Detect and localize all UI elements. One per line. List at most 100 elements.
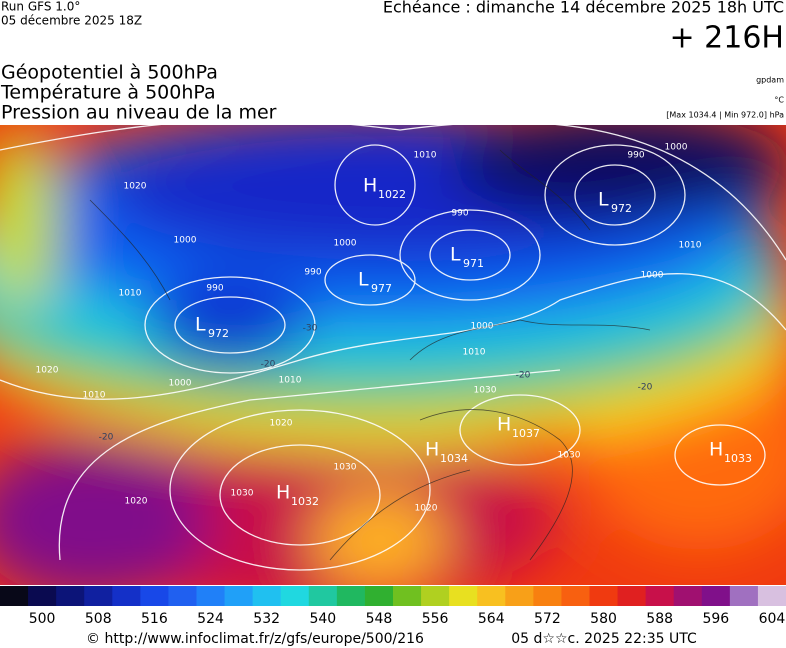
center-value: 1033 xyxy=(724,452,752,465)
temperature-field xyxy=(0,125,786,585)
colorbar-swatch xyxy=(252,586,282,606)
legend-line: Pression au niveau de la mer xyxy=(1,102,277,124)
isobar-label: 1020 xyxy=(124,182,147,192)
isobar-label: 990 xyxy=(451,209,468,219)
colorbar-swatch xyxy=(589,586,619,606)
colorbar-swatch xyxy=(673,586,703,606)
colorbar-swatch xyxy=(729,586,759,606)
colorbar-swatch xyxy=(56,586,85,606)
legend-line: Géopotentiel à 500hPa xyxy=(1,62,218,84)
center-value: 1034 xyxy=(440,452,468,465)
isobar-label: 1010 xyxy=(414,151,437,161)
isobar-label: 1030 xyxy=(334,463,357,473)
colorbar-swatch xyxy=(140,586,169,606)
colorbar-swatch xyxy=(168,586,197,606)
run-label: Run GFS 1.0° xyxy=(1,0,80,14)
isobar-label: 1020 xyxy=(415,504,438,514)
isobar-label: 1020 xyxy=(125,497,148,507)
colorbar-swatch xyxy=(617,586,647,606)
lead-time: + 216H xyxy=(670,21,785,56)
isobar-label: 1020 xyxy=(270,419,293,429)
colorbar-label: 556 xyxy=(422,611,449,627)
center-kind: L xyxy=(450,244,461,266)
colorbar-swatch xyxy=(364,586,394,606)
colorbar-label: 532 xyxy=(253,611,280,627)
center-kind: L xyxy=(195,314,206,336)
colorbar-label: 588 xyxy=(646,611,673,627)
isobar-label: 990 xyxy=(206,284,223,294)
temperature-label: -30 xyxy=(303,324,318,334)
isobar-label: 1000 xyxy=(334,239,357,249)
colorbar-swatch xyxy=(701,586,731,606)
colorbar-swatch xyxy=(505,586,534,606)
center-kind: H xyxy=(709,439,723,461)
colorbar-swatch xyxy=(645,586,675,606)
isobar-label: 1010 xyxy=(83,391,106,401)
isobar-label: 990 xyxy=(304,268,321,278)
colorbar-label: 548 xyxy=(366,611,393,627)
isobar-label: 1030 xyxy=(474,386,497,396)
generated-time: 05 d☆☆c. 2025 22:35 UTC xyxy=(511,631,697,647)
colorbar-label: 524 xyxy=(197,611,224,627)
colorbar-label: 564 xyxy=(478,611,505,627)
colorbar-label: 540 xyxy=(309,611,336,627)
colorbar-swatch xyxy=(224,586,254,606)
unit-celsius: °C xyxy=(774,96,784,105)
center-kind: H xyxy=(276,482,290,504)
colorbar-swatch xyxy=(533,586,562,606)
center-value: 1037 xyxy=(512,427,540,440)
colorbar-swatch xyxy=(757,586,786,606)
isobar-label: 1030 xyxy=(558,451,581,461)
center-kind: H xyxy=(363,175,377,197)
isobar-label: 1010 xyxy=(119,289,142,299)
isobar-label: 1010 xyxy=(279,376,302,386)
colorbar-swatch xyxy=(477,586,506,606)
colorbar-label: 596 xyxy=(702,611,729,627)
colorbar-swatch xyxy=(421,586,450,606)
temperature-label: -20 xyxy=(516,371,531,381)
colorbar-swatch xyxy=(280,586,310,606)
source-url: © http://www.infoclimat.fr/z/gfs/europe/… xyxy=(86,631,424,647)
isobar-label: 1010 xyxy=(679,241,702,251)
center-value: 1022 xyxy=(378,188,406,201)
center-value: 977 xyxy=(371,282,392,295)
center-value: 972 xyxy=(208,327,229,340)
colorbar-swatch xyxy=(308,586,338,606)
colorbar-label: 604 xyxy=(759,611,786,627)
colorbar-label: 500 xyxy=(29,611,56,627)
center-kind: H xyxy=(425,439,439,461)
colorbar-label: 572 xyxy=(534,611,561,627)
temperature-label: -20 xyxy=(99,433,114,443)
colorbar-swatch xyxy=(0,586,29,606)
isobar-label: 1000 xyxy=(169,379,192,389)
center-kind: L xyxy=(358,269,369,291)
center-value: 971 xyxy=(463,257,484,270)
colorbar-swatch xyxy=(393,586,422,606)
legend-line: Température à 500hPa xyxy=(0,82,216,104)
temperature-label: -20 xyxy=(638,383,653,393)
run-date: 05 décembre 2025 18Z xyxy=(1,14,142,28)
center-value: 972 xyxy=(611,202,632,215)
pressure-range: [Max 1034.4 | Min 972.0] hPa xyxy=(666,111,784,120)
colorbar-label: 516 xyxy=(141,611,168,627)
colorbar-swatch xyxy=(336,586,366,606)
colorbar-label: 508 xyxy=(85,611,112,627)
colorbar-swatch xyxy=(112,586,141,606)
unit-gpdam: gpdam xyxy=(756,76,784,85)
isobar-label: 1000 xyxy=(641,271,664,281)
isobar-label: 1000 xyxy=(665,143,688,153)
isobar-label: 1020 xyxy=(36,366,59,376)
isobar-label: 1000 xyxy=(174,236,197,246)
isobar-label: 1010 xyxy=(463,348,486,358)
colorbar-swatch xyxy=(449,586,478,606)
center-kind: L xyxy=(598,189,609,211)
colorbar-swatch xyxy=(561,586,590,606)
colorbar-label: 580 xyxy=(590,611,617,627)
valid-time: Echéance : dimanche 14 décembre 2025 18h… xyxy=(383,0,784,17)
center-kind: H xyxy=(497,414,511,436)
isobar-label: 1000 xyxy=(471,322,494,332)
colorbar-swatch xyxy=(84,586,113,606)
isobar-label: 990 xyxy=(627,151,644,161)
